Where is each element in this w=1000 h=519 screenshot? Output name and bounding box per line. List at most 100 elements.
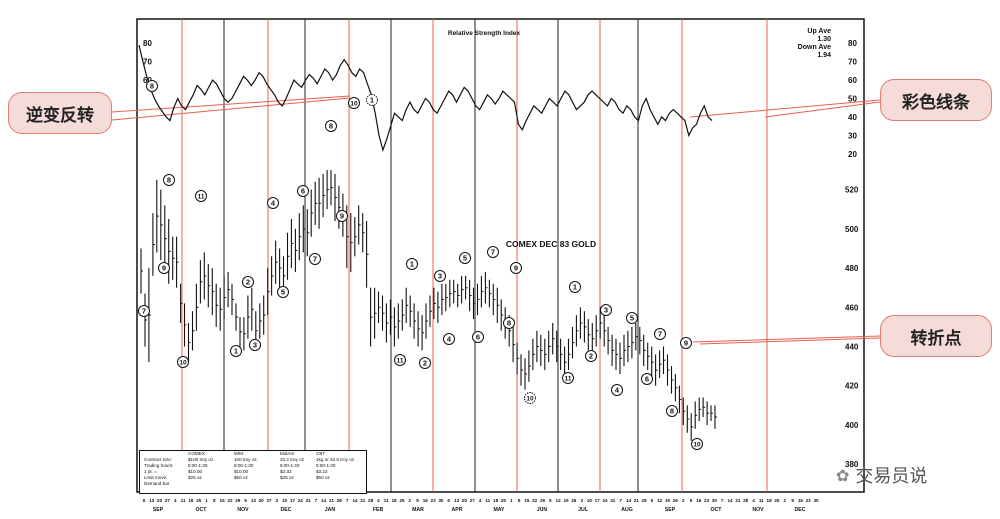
svg-text:1: 1 bbox=[370, 96, 374, 105]
svg-text:1: 1 bbox=[573, 283, 577, 292]
x-day-tick: 25 bbox=[399, 498, 405, 503]
contract-cell: Contract size: bbox=[144, 457, 173, 462]
rsi-tick-70: 70 bbox=[848, 58, 857, 67]
svg-text:7: 7 bbox=[491, 248, 495, 257]
x-axis: 6 13 20 27 4 11 18 25 1 8 15 22 29 6 13 20 27 3 10 17 24 31 7 1… bbox=[143, 498, 819, 513]
x-day-tick: 7 bbox=[619, 498, 622, 503]
contract-cell: 8:00-1:30 bbox=[234, 463, 254, 468]
wave-label-3: 10 bbox=[177, 356, 189, 368]
contract-cell: $100 troy oz. bbox=[188, 457, 215, 462]
contract-cell: $25 oz bbox=[280, 475, 294, 480]
contract-header-row: COMEX IMM MidAm CBT bbox=[140, 451, 366, 457]
x-month-oct: OCT bbox=[711, 507, 723, 513]
x-month-nov: NOV bbox=[237, 507, 249, 513]
svg-text:2: 2 bbox=[589, 352, 593, 361]
svg-text:9: 9 bbox=[340, 212, 344, 221]
x-day-tick: 18 bbox=[188, 498, 194, 503]
wave-label-32: 6 bbox=[641, 373, 653, 385]
x-day-tick: 7 bbox=[315, 498, 318, 503]
x-day-tick: 4 bbox=[174, 498, 177, 503]
rsi-tick-60: 60 bbox=[848, 76, 857, 85]
callout-turning-point: 转折点 bbox=[880, 315, 992, 357]
price-tick-480: 480 bbox=[845, 264, 859, 273]
x-day-tick: 12 bbox=[657, 498, 663, 503]
x-day-tick: 11 bbox=[384, 498, 389, 503]
wave-label-29: 3 bbox=[600, 304, 612, 316]
wave-label-12: 8 bbox=[325, 120, 337, 132]
x-day-tick: 22 bbox=[227, 498, 233, 503]
svg-text:5: 5 bbox=[463, 254, 467, 263]
x-day-tick: 18 bbox=[767, 498, 773, 503]
x-day-tick: 5 bbox=[549, 498, 552, 503]
x-day-tick: 17 bbox=[595, 498, 601, 503]
x-day-tick: 9 bbox=[791, 498, 794, 503]
wave-label-20: 5 bbox=[459, 252, 471, 264]
x-day-tick: 12 bbox=[556, 498, 562, 503]
x-day-tick: 5 bbox=[651, 498, 654, 503]
wave-label-25: 10 bbox=[524, 392, 536, 404]
svg-text:8: 8 bbox=[507, 319, 511, 328]
wave-label-16: 1 bbox=[406, 258, 418, 270]
contract-cell: IMM bbox=[234, 451, 243, 456]
color-leader-1 bbox=[764, 101, 881, 118]
svg-text:3: 3 bbox=[438, 272, 442, 281]
svg-text:3: 3 bbox=[253, 341, 257, 350]
svg-text:7: 7 bbox=[142, 307, 146, 316]
x-month-dec: DEC bbox=[281, 507, 292, 513]
wave-label-0: 7 bbox=[138, 305, 150, 317]
x-day-tick: 29 bbox=[540, 498, 546, 503]
x-day-tick: 14 bbox=[352, 498, 358, 503]
wave-label-33: 7 bbox=[654, 328, 666, 340]
contract-cell: CBT bbox=[316, 451, 326, 456]
contract-cell: Demand bar bbox=[144, 481, 170, 486]
x-day-tick: 31 bbox=[306, 498, 312, 503]
x-day-tick: 16 bbox=[423, 498, 429, 503]
x-day-tick: 3 bbox=[276, 498, 279, 503]
x-day-tick: 3 bbox=[580, 498, 583, 503]
svg-text:8: 8 bbox=[150, 82, 154, 91]
contract-cell: 100 troy oz. bbox=[234, 457, 259, 462]
contract-row: 1 pt. = $10.00 $10.00 $3.32 $3.22 bbox=[140, 469, 366, 475]
turn-leader-0 bbox=[692, 335, 881, 343]
wave-label-17: 2 bbox=[419, 357, 431, 369]
x-day-tick: 18 bbox=[391, 498, 397, 503]
contract-cell: 1kg or 32.5 troy oz bbox=[316, 457, 355, 462]
x-month-oct: OCT bbox=[196, 507, 208, 513]
price-axis: 520 500 480 460 440 420 400 380 bbox=[845, 186, 859, 470]
svg-text:7: 7 bbox=[313, 255, 317, 264]
x-day-tick: 11 bbox=[485, 498, 490, 503]
price-tick-440: 440 bbox=[845, 343, 859, 352]
rsi-legend-down-label: Down Ave bbox=[798, 44, 831, 51]
svg-text:2: 2 bbox=[423, 359, 427, 368]
x-day-tick: 24 bbox=[298, 498, 304, 503]
svg-text:10: 10 bbox=[350, 101, 358, 108]
contract-row: Demand bar bbox=[140, 481, 366, 487]
callout-reversal: 逆变反转 bbox=[8, 92, 112, 134]
x-day-tick: 9 bbox=[416, 498, 419, 503]
rsi-tick-30: 30 bbox=[848, 131, 857, 140]
contract-cell: MidAm bbox=[280, 451, 295, 456]
contract-cell bbox=[316, 481, 366, 487]
wave-label-37: 8 bbox=[146, 80, 158, 92]
svg-text:9: 9 bbox=[162, 264, 166, 273]
x-day-tick: 1 bbox=[510, 498, 513, 503]
x-day-tick: 31 bbox=[610, 498, 616, 503]
x-day-tick: 27 bbox=[266, 498, 272, 503]
watermark-text: 交易员说 bbox=[855, 466, 928, 487]
svg-text:6: 6 bbox=[645, 375, 649, 384]
x-month-apr: APR bbox=[452, 507, 463, 513]
watermark: ✿ 交易员说 bbox=[836, 462, 927, 488]
x-day-tick: 27 bbox=[470, 498, 476, 503]
x-day-tick: 16 bbox=[798, 498, 804, 503]
wave-label-19: 4 bbox=[443, 333, 455, 345]
contract-cell: $3.22 bbox=[316, 469, 328, 474]
x-day-tick: 30 bbox=[438, 498, 444, 503]
x-month-jan: JAN bbox=[325, 507, 336, 513]
price-tick-420: 420 bbox=[845, 382, 859, 391]
x-day-tick: 21 bbox=[634, 498, 640, 503]
chart-frame bbox=[136, 18, 865, 493]
x-day-tick: 30 bbox=[813, 498, 819, 503]
x-day-tick: 11 bbox=[181, 498, 186, 503]
x-day-tick: 10 bbox=[587, 498, 593, 503]
contract-row: Contract size: $100 troy oz. 100 troy oz. 3… bbox=[140, 457, 366, 463]
